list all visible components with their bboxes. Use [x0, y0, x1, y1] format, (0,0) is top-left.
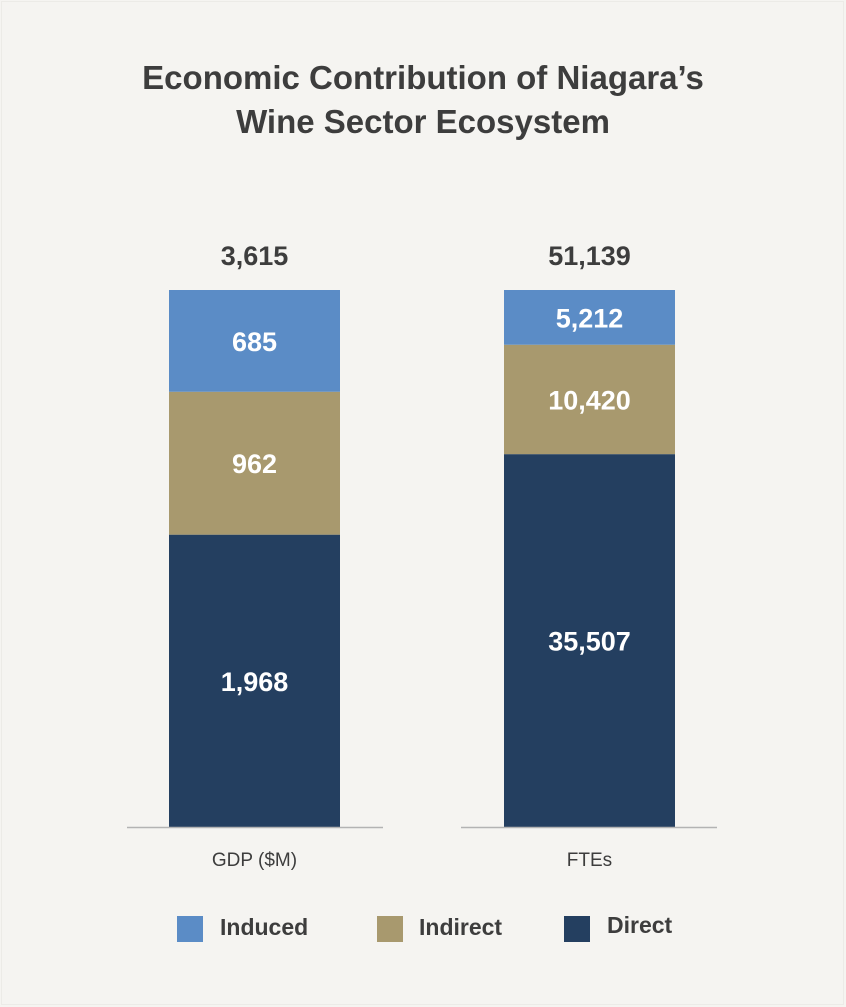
chart-title: Economic Contribution of Niagara’s Wine … [0, 56, 846, 144]
data-label-gdp-indirect: 962 [232, 449, 277, 479]
legend-swatch-direct [564, 916, 590, 942]
bar-segment-ftes-direct [504, 454, 675, 827]
chart-title-line-2: Wine Sector Ecosystem [236, 103, 610, 140]
legend-swatch-indirect [377, 916, 403, 942]
total-label-ftes: 51,139 [548, 241, 631, 271]
category-label-ftes: FTEs [567, 850, 612, 871]
total-label-gdp: 3,615 [221, 241, 289, 271]
category-label-gdp: GDP ($M) [212, 850, 297, 871]
legend-label-direct: Direct [607, 912, 673, 938]
legend-label-induced: Induced [220, 914, 309, 940]
bar-segment-ftes-indirect [504, 344, 675, 455]
bar-segment-gdp-direct [169, 534, 340, 827]
data-label-ftes-induced: 5,212 [556, 303, 624, 333]
data-label-gdp-induced: 685 [232, 327, 277, 357]
chart-title-line-1: Economic Contribution of Niagara’s [142, 59, 704, 96]
bar-segment-ftes-induced [504, 290, 675, 345]
data-label-gdp-direct: 1,968 [221, 667, 289, 697]
stacked-bar-chart: 1,968 962 685 3,615 GDP ($M) 35,507 10,420 5,21… [127, 241, 717, 871]
chart-legend: Induced Indirect Direct [0, 912, 846, 948]
data-label-ftes-direct: 35,507 [548, 627, 631, 657]
bar-segment-gdp-indirect [169, 391, 340, 535]
legend-label-indirect: Indirect [419, 914, 503, 940]
data-label-ftes-indirect: 10,420 [548, 385, 631, 415]
bar-segment-gdp-induced [169, 290, 340, 392]
legend-swatch-induced [177, 916, 203, 942]
